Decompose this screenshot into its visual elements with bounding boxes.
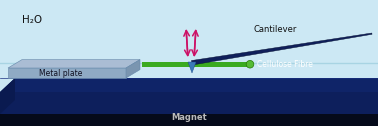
Polygon shape (191, 33, 372, 65)
Polygon shape (8, 68, 126, 78)
Polygon shape (126, 60, 140, 78)
Bar (0, 92, 378, 114)
Text: Magnet: Magnet (171, 114, 207, 122)
Bar (142, 61, 250, 67)
Text: Cantilever: Cantilever (253, 25, 296, 35)
Text: Cellulose Fibre: Cellulose Fibre (257, 60, 313, 69)
Polygon shape (188, 62, 196, 73)
Bar (0, 114, 378, 126)
Text: H₂O: H₂O (22, 15, 42, 25)
Polygon shape (0, 78, 15, 114)
Polygon shape (8, 60, 140, 68)
Polygon shape (0, 78, 378, 92)
Text: Metal plate: Metal plate (39, 69, 83, 77)
Circle shape (246, 60, 254, 68)
